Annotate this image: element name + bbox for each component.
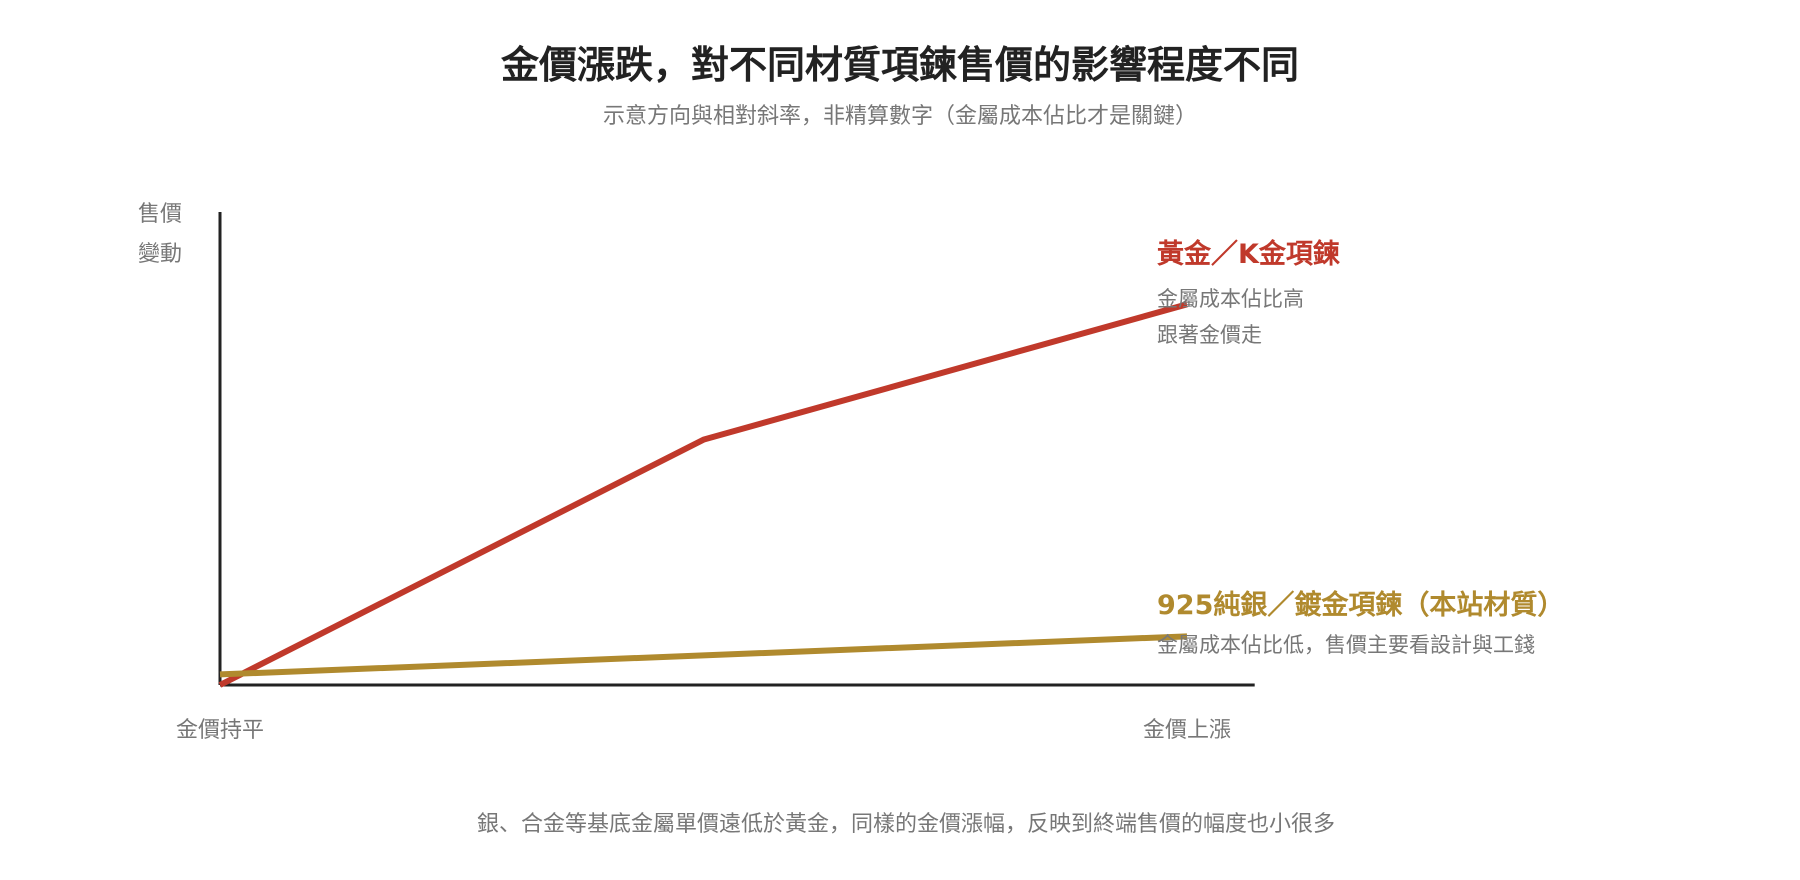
series-note-gold-1: 金屬成本佔比高	[1157, 287, 1304, 311]
series-line-gold	[218, 301, 1188, 688]
series-note-gold-2: 跟著金價走	[1157, 323, 1262, 347]
x-tick-label-start: 金價持平	[176, 718, 264, 743]
series-label-silver: 925純銀／鍍金項鍊（本站材質）	[1157, 589, 1564, 621]
series-line-silver	[219, 633, 1188, 678]
chart-subtitle: 示意方向與相對斜率，非精算數字（金屬成本佔比才是關鍵）	[603, 104, 1197, 129]
series-label-gold: 黃金／K金項鍊	[1157, 238, 1341, 270]
chart-title: 金價漲跌，對不同材質項鍊售價的影響程度不同	[500, 43, 1299, 87]
series-note-silver-1: 金屬成本佔比低，售價主要看設計與工錢	[1157, 633, 1535, 657]
footnote: 銀、合金等基底金屬單價遠低於黃金，同樣的金價漲幅，反映到終端售價的幅度也小很多	[477, 812, 1335, 837]
y-axis-label-line-2: 變動	[138, 242, 182, 267]
x-tick-label-end: 金價上漲	[1143, 718, 1231, 743]
y-axis-label-line-1: 售價	[138, 202, 182, 227]
